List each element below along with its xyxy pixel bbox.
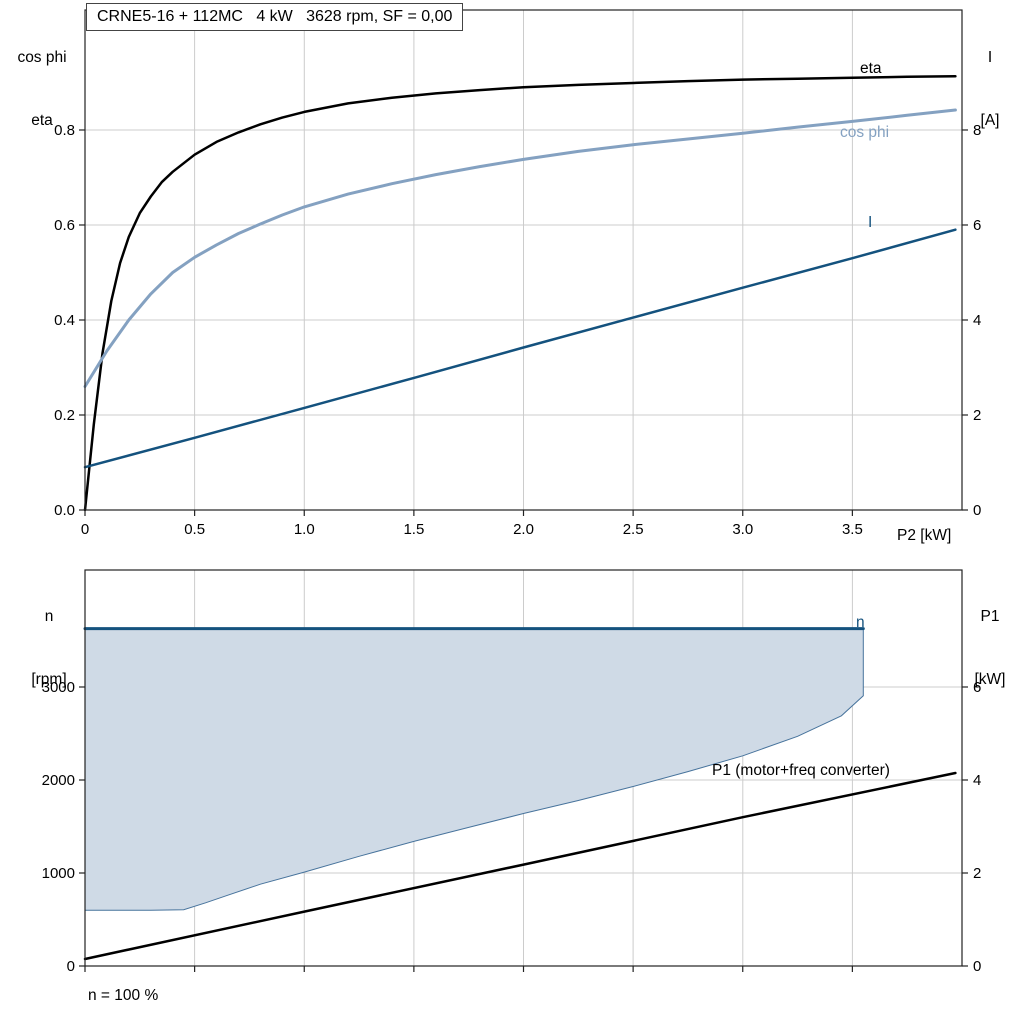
axis-label-n: n <box>44 608 54 625</box>
svg-text:0.8: 0.8 <box>54 122 75 139</box>
svg-text:4: 4 <box>973 772 981 789</box>
svg-text:2.0: 2.0 <box>513 521 534 538</box>
axis-label-eta: eta <box>31 112 53 129</box>
curve-label-p1: P1 (motor+freq converter) <box>712 762 890 779</box>
svg-text:0.4: 0.4 <box>54 312 75 329</box>
curve-label-current: I <box>868 214 873 231</box>
axis-label-p1: P1 <box>980 608 1000 625</box>
svg-text:0: 0 <box>81 521 89 538</box>
svg-text:2.5: 2.5 <box>623 521 644 538</box>
svg-text:2: 2 <box>973 865 981 882</box>
svg-text:1.5: 1.5 <box>403 521 424 538</box>
svg-text:0: 0 <box>973 502 981 519</box>
top-left-axis-label: cos phi eta <box>4 5 80 173</box>
chart-title: CRNE5-16 + 112MC 4 kW 3628 rpm, SF = 0,0… <box>86 3 464 31</box>
svg-text:0: 0 <box>67 958 75 975</box>
bottom-left-axis-label: n [rpm] <box>18 564 80 732</box>
svg-text:2000: 2000 <box>42 772 75 789</box>
svg-text:0.5: 0.5 <box>184 521 205 538</box>
top-right-axis-label: I [A] <box>962 5 1018 173</box>
svg-text:0.0: 0.0 <box>54 502 75 519</box>
axis-label-cos-phi: cos phi <box>17 49 67 66</box>
svg-text:3.5: 3.5 <box>842 521 863 538</box>
curve-label-cos-phi: cos phi <box>840 124 890 141</box>
svg-text:0.2: 0.2 <box>54 407 75 424</box>
svg-text:6: 6 <box>973 217 981 234</box>
speed-percentage-note: n = 100 % <box>88 987 159 1004</box>
svg-text:3000: 3000 <box>42 679 75 696</box>
svg-text:0: 0 <box>973 958 981 975</box>
axis-label-kw-unit: [kW] <box>974 671 1006 688</box>
curve-label-eta: eta <box>860 60 882 77</box>
svg-text:4: 4 <box>973 312 981 329</box>
svg-text:1000: 1000 <box>42 865 75 882</box>
svg-text:6: 6 <box>973 679 981 696</box>
bottom-right-axis-label: P1 [kW] <box>962 564 1018 732</box>
axis-label-current: I <box>987 49 993 66</box>
axis-label-rpm-unit: [rpm] <box>31 671 67 688</box>
svg-text:1.0: 1.0 <box>294 521 315 538</box>
svg-text:8: 8 <box>973 122 981 139</box>
x-axis-label: P2 [kW] <box>897 527 952 544</box>
curve-label-n: n <box>856 614 865 631</box>
svg-text:0.6: 0.6 <box>54 217 75 234</box>
axis-label-amps-unit: [A] <box>980 112 1000 129</box>
svg-text:2: 2 <box>973 407 981 424</box>
svg-text:3.0: 3.0 <box>732 521 753 538</box>
